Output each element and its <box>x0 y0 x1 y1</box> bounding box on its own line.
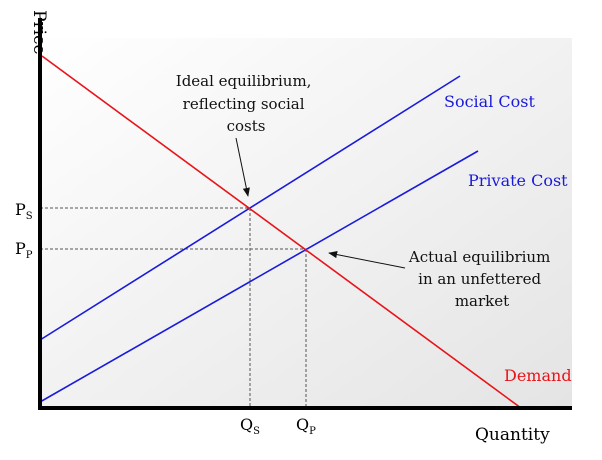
qs-main: Q <box>240 415 253 434</box>
pp-tick-label: PP <box>15 239 33 261</box>
qp-main: Q <box>296 415 309 434</box>
private-cost-line <box>39 150 479 403</box>
ideal-note-line-2: reflecting social <box>183 95 305 113</box>
social-cost-label: Social Cost <box>444 92 536 111</box>
qs-tick-label: QS <box>240 415 260 437</box>
ideal-equilibrium-arrow <box>235 137 250 197</box>
qp-tick-label: QP <box>296 415 316 437</box>
actual-note-line-3: market <box>455 292 509 310</box>
actual-equilibrium-arrow <box>328 251 406 269</box>
actual-note-line-1: Actual equilibrium <box>408 248 550 266</box>
ps-main: P <box>15 200 26 219</box>
qp-sub: P <box>309 426 316 437</box>
ideal-equilibrium-note: Ideal equilibrium, reflecting social cos… <box>176 72 316 135</box>
demand-label: Demand <box>504 366 572 385</box>
guide-lines <box>40 207 307 408</box>
ideal-note-line-3: costs <box>227 117 266 135</box>
pp-main: P <box>15 239 26 258</box>
actual-equilibrium-note: Actual equilibrium in an unfettered mark… <box>408 248 555 310</box>
y-axis-label: Price <box>29 10 49 55</box>
ideal-note-line-1: Ideal equilibrium, <box>176 72 312 90</box>
ps-sub: S <box>26 211 33 222</box>
actual-note-line-2: in an unfettered <box>418 270 541 288</box>
qs-sub: S <box>253 426 260 437</box>
pp-sub: P <box>26 250 33 261</box>
private-cost-label: Private Cost <box>468 171 568 190</box>
ps-tick-label: PS <box>15 200 33 222</box>
x-axis-label: Quantity <box>475 425 550 445</box>
demand-line <box>41 55 522 409</box>
